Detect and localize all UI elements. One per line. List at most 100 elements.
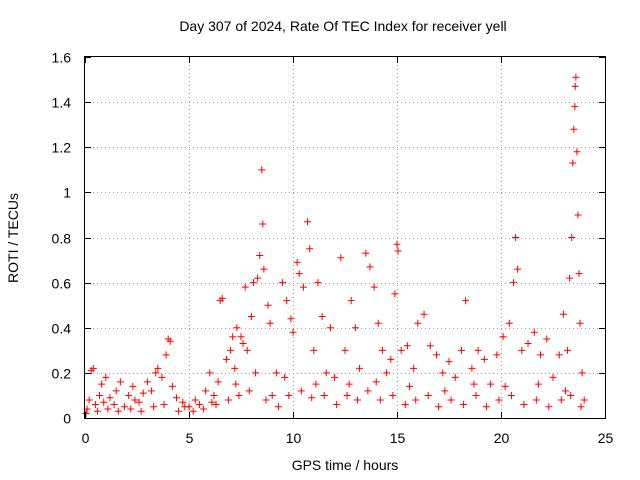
y-tick-label: 0.6 [52, 276, 72, 292]
data-point [366, 263, 374, 271]
data-point [322, 369, 330, 377]
data-points [82, 73, 588, 417]
data-point [252, 369, 260, 377]
data-point [520, 400, 528, 408]
y-tick-label: 0.8 [52, 231, 72, 247]
data-point [243, 346, 251, 354]
data-point [566, 274, 574, 282]
data-point [370, 283, 378, 291]
data-point [524, 340, 532, 348]
data-point [260, 265, 268, 273]
data-point [573, 148, 581, 156]
data-point [158, 373, 166, 381]
x-tick-label: 0 [82, 430, 90, 446]
data-point [397, 346, 405, 354]
data-point [148, 387, 156, 395]
data-point [470, 380, 478, 388]
data-point [256, 252, 264, 260]
data-point [89, 364, 97, 372]
data-point [121, 403, 129, 411]
data-point [362, 249, 370, 257]
data-point [160, 400, 168, 408]
axis-ticks [85, 57, 606, 419]
data-point [152, 369, 160, 377]
data-point [512, 234, 520, 241]
data-point [293, 258, 301, 266]
data-point [577, 403, 585, 411]
data-point [462, 297, 470, 305]
data-point [347, 297, 355, 305]
data-point [326, 324, 334, 332]
data-point [127, 405, 135, 413]
data-point [433, 351, 441, 359]
data-point [578, 369, 586, 377]
data-point [241, 283, 249, 291]
data-point [555, 351, 563, 359]
data-point [214, 378, 222, 386]
data-point [568, 234, 576, 241]
data-point [98, 380, 106, 388]
data-point [567, 391, 575, 399]
data-point [474, 346, 482, 354]
data-point [509, 279, 517, 287]
data-point [202, 387, 210, 395]
data-point [208, 398, 216, 406]
data-point [135, 398, 143, 406]
data-point [351, 324, 359, 332]
data-point [297, 387, 305, 395]
data-point [93, 407, 101, 415]
data-point [166, 337, 174, 345]
data-point [82, 409, 90, 417]
data-point [137, 407, 145, 415]
data-point [414, 319, 422, 327]
data-point [545, 403, 553, 411]
y-axis-label: ROTI / TECUs [5, 193, 21, 283]
data-point [493, 351, 501, 359]
data-point [222, 355, 230, 363]
y-tick-label: 1.2 [52, 140, 72, 156]
data-point [564, 346, 572, 354]
data-point [112, 387, 120, 395]
data-point [420, 310, 428, 318]
data-point [345, 380, 353, 388]
data-point [181, 403, 189, 411]
x-tick-label: 15 [390, 430, 406, 446]
data-point [195, 400, 203, 408]
data-point [580, 396, 588, 404]
data-point [283, 297, 291, 305]
data-point [274, 403, 282, 411]
data-point [389, 391, 397, 399]
data-point [460, 400, 468, 408]
data-point [206, 369, 214, 377]
data-point [272, 369, 280, 377]
data-point [143, 378, 151, 386]
x-tick-labels: 0 5 10 15 20 25 [82, 430, 614, 446]
data-point [150, 403, 158, 411]
data-point [310, 346, 318, 354]
data-point [162, 351, 170, 359]
data-point [439, 369, 447, 377]
data-point [312, 380, 320, 388]
data-point [287, 315, 295, 323]
data-point [189, 407, 197, 415]
data-point [561, 387, 569, 395]
data-point [295, 270, 303, 278]
data-point [549, 373, 557, 381]
data-point [543, 335, 551, 343]
data-point [372, 378, 380, 386]
data-point [410, 364, 418, 372]
data-point [264, 301, 272, 309]
data-point [200, 405, 208, 413]
data-point [426, 342, 434, 350]
data-point [337, 254, 345, 262]
data-point [374, 319, 382, 327]
data-point [225, 396, 233, 404]
data-point [571, 82, 579, 90]
data-point [482, 403, 490, 411]
data-point [383, 369, 391, 377]
data-point [457, 346, 465, 354]
data-point [499, 333, 507, 341]
data-point [102, 373, 110, 381]
data-point [304, 218, 312, 226]
y-tick-label: 1 [63, 185, 71, 201]
